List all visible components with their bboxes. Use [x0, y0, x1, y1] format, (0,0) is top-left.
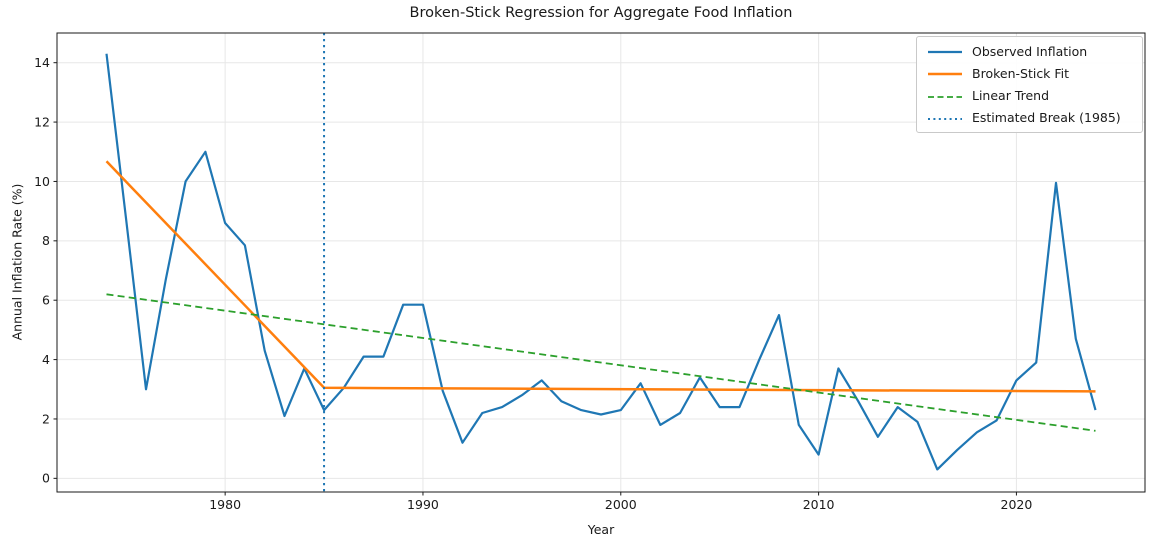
x-tick-label: 1980 — [209, 497, 241, 512]
y-tick-label: 14 — [34, 55, 50, 70]
series-broken-stick-fit — [105, 160, 1096, 393]
legend-line-sample-linear-trend — [927, 89, 963, 103]
y-tick-label: 10 — [34, 174, 50, 189]
series-linear-trend — [106, 293, 1096, 432]
x-tick-labels: 1980 1990 2000 2010 2020 — [209, 497, 1032, 512]
tick-marks — [53, 62, 1017, 496]
legend-label-estimated-break: Estimated Break (1985) — [972, 110, 1121, 126]
legend-item-estimated-break: Estimated Break (1985) — [917, 107, 1142, 129]
legend-item-linear-trend: Linear Trend — [917, 85, 1142, 107]
y-tick-labels: 0 2 4 6 8 10 12 14 — [34, 55, 50, 486]
legend-line-sample-observed — [927, 44, 963, 58]
y-tick-label: 8 — [42, 233, 50, 248]
x-axis-label: Year — [587, 522, 615, 537]
x-tick-label: 2000 — [605, 497, 637, 512]
y-tick-label: 2 — [42, 411, 50, 426]
y-tick-label: 4 — [42, 352, 50, 367]
y-tick-label: 12 — [34, 114, 50, 129]
x-tick-label: 1990 — [407, 497, 439, 512]
series-observed-inflation — [105, 53, 1097, 471]
legend-label-observed: Observed Inflation — [972, 43, 1088, 59]
y-tick-label: 6 — [42, 293, 50, 308]
legend-item-observed-inflation: Observed Inflation — [917, 40, 1142, 62]
legend-line-sample-estimated-break — [927, 111, 963, 125]
x-tick-label: 2020 — [1001, 497, 1033, 512]
legend-label-linear-trend: Linear Trend — [972, 88, 1050, 104]
legend: Observed Inflation Broken-Stick Fit Line… — [916, 36, 1143, 133]
x-tick-label: 2010 — [803, 497, 835, 512]
y-tick-label: 0 — [42, 471, 50, 486]
chart-title: Broken-Stick Regression for Aggregate Fo… — [409, 5, 793, 21]
y-axis-label: Annual Inflation Rate (%) — [9, 183, 25, 341]
legend-item-broken-stick-fit: Broken-Stick Fit — [917, 62, 1142, 84]
legend-line-sample-broken-stick — [927, 66, 963, 80]
axes-spines — [56, 32, 1146, 493]
legend-label-broken-stick: Broken-Stick Fit — [972, 65, 1070, 81]
